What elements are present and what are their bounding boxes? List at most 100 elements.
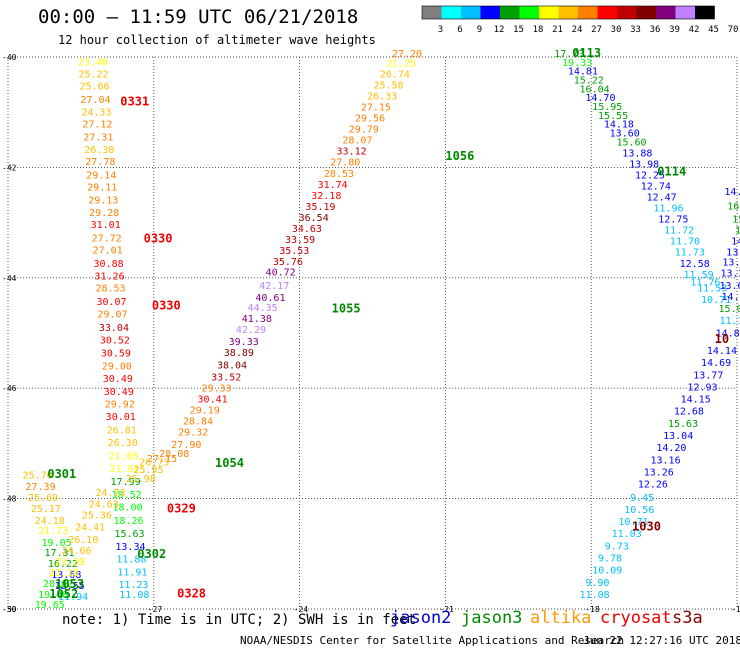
swh-value: 12.25 xyxy=(635,170,665,181)
footer-credit: NOAA/NESDIS Center for Satellite Applica… xyxy=(240,634,625,647)
legend-s3a: s3a xyxy=(672,608,703,628)
colorbar-label: 15 xyxy=(513,25,524,35)
swh-value: 21.61 xyxy=(110,464,140,475)
swh-value: 29.07 xyxy=(97,310,127,321)
swh-value: 11.59 xyxy=(684,270,714,281)
swh-value: 14.89 xyxy=(716,328,740,339)
swh-value: 13.34 xyxy=(115,542,145,553)
swh-value: 18.52 xyxy=(112,490,142,501)
swh-value: 29.92 xyxy=(105,400,135,411)
x-tick-label: -15 xyxy=(731,605,740,614)
swh-value: 14.81 xyxy=(568,67,598,78)
swh-value: 30.52 xyxy=(100,335,130,346)
x-tick-label: -30 xyxy=(2,605,17,614)
colorbar-label: 6 xyxy=(457,25,462,35)
swh-value: 25.58 xyxy=(373,80,403,91)
swh-value: 15.00 xyxy=(735,226,740,237)
legend-jason2: jason2 xyxy=(390,608,452,628)
swh-value: 11.08 xyxy=(580,590,610,601)
swh-value: 12.68 xyxy=(674,407,704,418)
swh-value: 13.60 xyxy=(610,128,640,139)
y-tick-label: -46 xyxy=(2,384,17,393)
swh-value: 14.18 xyxy=(604,120,634,131)
swh-value: 42.17 xyxy=(259,281,289,292)
footer-note: note: 1) Time is in UTC; 2) SWH is in fe… xyxy=(62,612,417,628)
swh-value: 12.58 xyxy=(680,259,710,270)
time-label: 0330 xyxy=(144,231,173,245)
colorbar-label: 9 xyxy=(477,25,482,35)
swh-value: 13.16 xyxy=(650,455,680,466)
swh-value: 27.20 xyxy=(392,49,422,60)
swh-value: 14.59 xyxy=(721,292,740,303)
colorbar-label: 42 xyxy=(689,25,700,35)
swh-value: 24.73 xyxy=(95,488,125,499)
swh-value: 12.26 xyxy=(638,480,668,491)
swh-value: 40.61 xyxy=(255,293,285,304)
legend-cryosat: cryosat xyxy=(600,608,672,628)
swh-value: 12.74 xyxy=(641,181,671,192)
swh-value: 11.96 xyxy=(653,204,683,215)
colorbar-swatch xyxy=(675,6,695,19)
time-label: 1030 xyxy=(632,520,661,534)
colorbar-label: 18 xyxy=(533,25,544,35)
swh-value: 28.07 xyxy=(342,136,372,147)
swh-value: 15.22 xyxy=(574,75,604,86)
swh-value: 12.47 xyxy=(647,193,677,204)
swh-value: 27.15 xyxy=(147,454,177,465)
swh-value: 21.73 xyxy=(38,526,68,537)
colorbar-label: 39 xyxy=(669,25,680,35)
swh-value: 34.63 xyxy=(292,224,322,235)
colorbar-swatch xyxy=(519,6,539,19)
swh-value: 30.88 xyxy=(94,259,124,270)
colorbar-swatch xyxy=(636,6,656,19)
swh-value: 9.45 xyxy=(630,493,654,504)
time-label: 1054 xyxy=(215,456,244,470)
swh-value: 13.68 xyxy=(51,570,81,581)
swh-value: 26.10 xyxy=(68,535,98,546)
x-tick-label: -24 xyxy=(294,605,309,614)
swh-value: 29.56 xyxy=(355,114,385,125)
swh-value: 38.04 xyxy=(217,360,247,371)
swh-value: 11.76 xyxy=(690,278,720,289)
time-label: 10 xyxy=(715,332,729,346)
swh-value: 14.15 xyxy=(681,395,711,406)
swh-value: 9.73 xyxy=(605,541,629,552)
swh-value: 25.36 xyxy=(82,510,112,521)
swh-value: 16.20 xyxy=(727,201,740,212)
swh-value: 42.29 xyxy=(236,325,266,336)
swh-value: 10.71 xyxy=(618,517,648,528)
swh-value: 26.73 xyxy=(139,457,169,468)
colorbar-swatch xyxy=(539,6,559,19)
swh-value: 13.24 xyxy=(720,269,740,280)
swh-value: 14.52 xyxy=(731,237,740,248)
swh-value: 31.26 xyxy=(95,271,125,282)
swh-value: 35.76 xyxy=(273,257,303,268)
colorbar-swatch xyxy=(558,6,578,19)
time-label: 1056 xyxy=(445,149,474,163)
swh-value: 11.88 xyxy=(116,555,146,566)
swh-value: 19.48 xyxy=(38,590,68,601)
swh-value: 27.04 xyxy=(80,95,110,106)
colorbar-swatch xyxy=(480,6,500,19)
legend-altika: altika xyxy=(530,608,592,628)
colorbar-label: 30 xyxy=(611,25,622,35)
swh-value: 33.04 xyxy=(99,323,129,334)
swh-value: 28.08 xyxy=(159,449,189,460)
x-tick-label: -18 xyxy=(585,605,600,614)
swh-value: 30.49 xyxy=(103,374,133,385)
colorbar-label: 3 xyxy=(438,25,443,35)
swh-value: 25.22 xyxy=(78,69,108,80)
time-label: 1052 xyxy=(49,587,78,601)
swh-value: 25.76 xyxy=(23,471,53,482)
swh-value: 13.98 xyxy=(629,159,659,170)
swh-value: 27.01 xyxy=(93,246,123,257)
swh-value: 13.88 xyxy=(622,148,652,159)
swh-value: 14.70 xyxy=(585,93,615,104)
colorbar-swatch xyxy=(656,6,676,19)
swh-value: 30.49 xyxy=(104,387,134,398)
swh-value: 40.72 xyxy=(266,268,296,279)
chart-subtitle: 12 hour collection of altimeter wave hei… xyxy=(58,33,376,47)
swh-value: 25.95 xyxy=(133,465,163,476)
swh-value: 15.07 xyxy=(719,304,740,315)
swh-value: 22.18 xyxy=(49,568,79,579)
